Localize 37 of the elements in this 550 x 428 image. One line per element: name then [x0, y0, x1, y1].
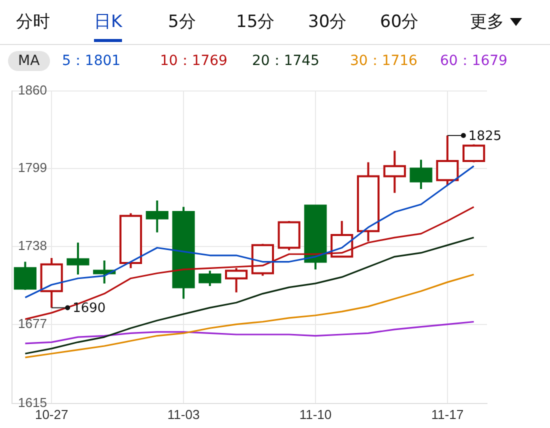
text: 5：1801: [62, 52, 121, 70]
y-tick-label: 1677: [18, 316, 47, 331]
text: 10：1769: [160, 52, 228, 70]
x-tick-label: 11-03: [167, 406, 200, 422]
legend-title: MA: [8, 51, 50, 71]
y-tick-label: 1738: [18, 238, 47, 254]
text: 15分: [236, 11, 275, 34]
x-tick-label: 11-10: [299, 406, 332, 422]
candlestick: [383, 150, 406, 194]
annotation: 1825: [468, 128, 502, 144]
candlestick: [462, 143, 486, 164]
text: 更多: [470, 11, 505, 34]
candlestick: [40, 256, 63, 309]
candlestick: [225, 267, 248, 294]
x-tick-label: 11-17: [431, 406, 464, 422]
candlestick: [146, 200, 168, 234]
y-tick-label: 1860: [18, 82, 47, 98]
candlestick: [93, 259, 116, 284]
candlestick: [304, 204, 327, 270]
text: 60：1679: [440, 52, 508, 70]
candlestick: [66, 242, 90, 276]
candlestick: [14, 260, 36, 291]
text: 30：1716: [350, 52, 418, 70]
candlestick: [198, 270, 222, 288]
text: 5分: [168, 11, 196, 34]
candlestick: [410, 158, 432, 190]
text: 日K: [94, 10, 122, 42]
annotation: 1690: [72, 301, 106, 316]
text: 20：1745: [252, 52, 320, 70]
text: 30分: [308, 11, 347, 34]
candlestick: [436, 134, 459, 186]
text: 分时: [16, 11, 50, 34]
text: 60分: [380, 11, 419, 34]
candlestick: [278, 220, 300, 252]
candlestick: [172, 206, 195, 300]
y-tick-label: 1799: [18, 160, 47, 176]
candlestick: [119, 212, 142, 270]
